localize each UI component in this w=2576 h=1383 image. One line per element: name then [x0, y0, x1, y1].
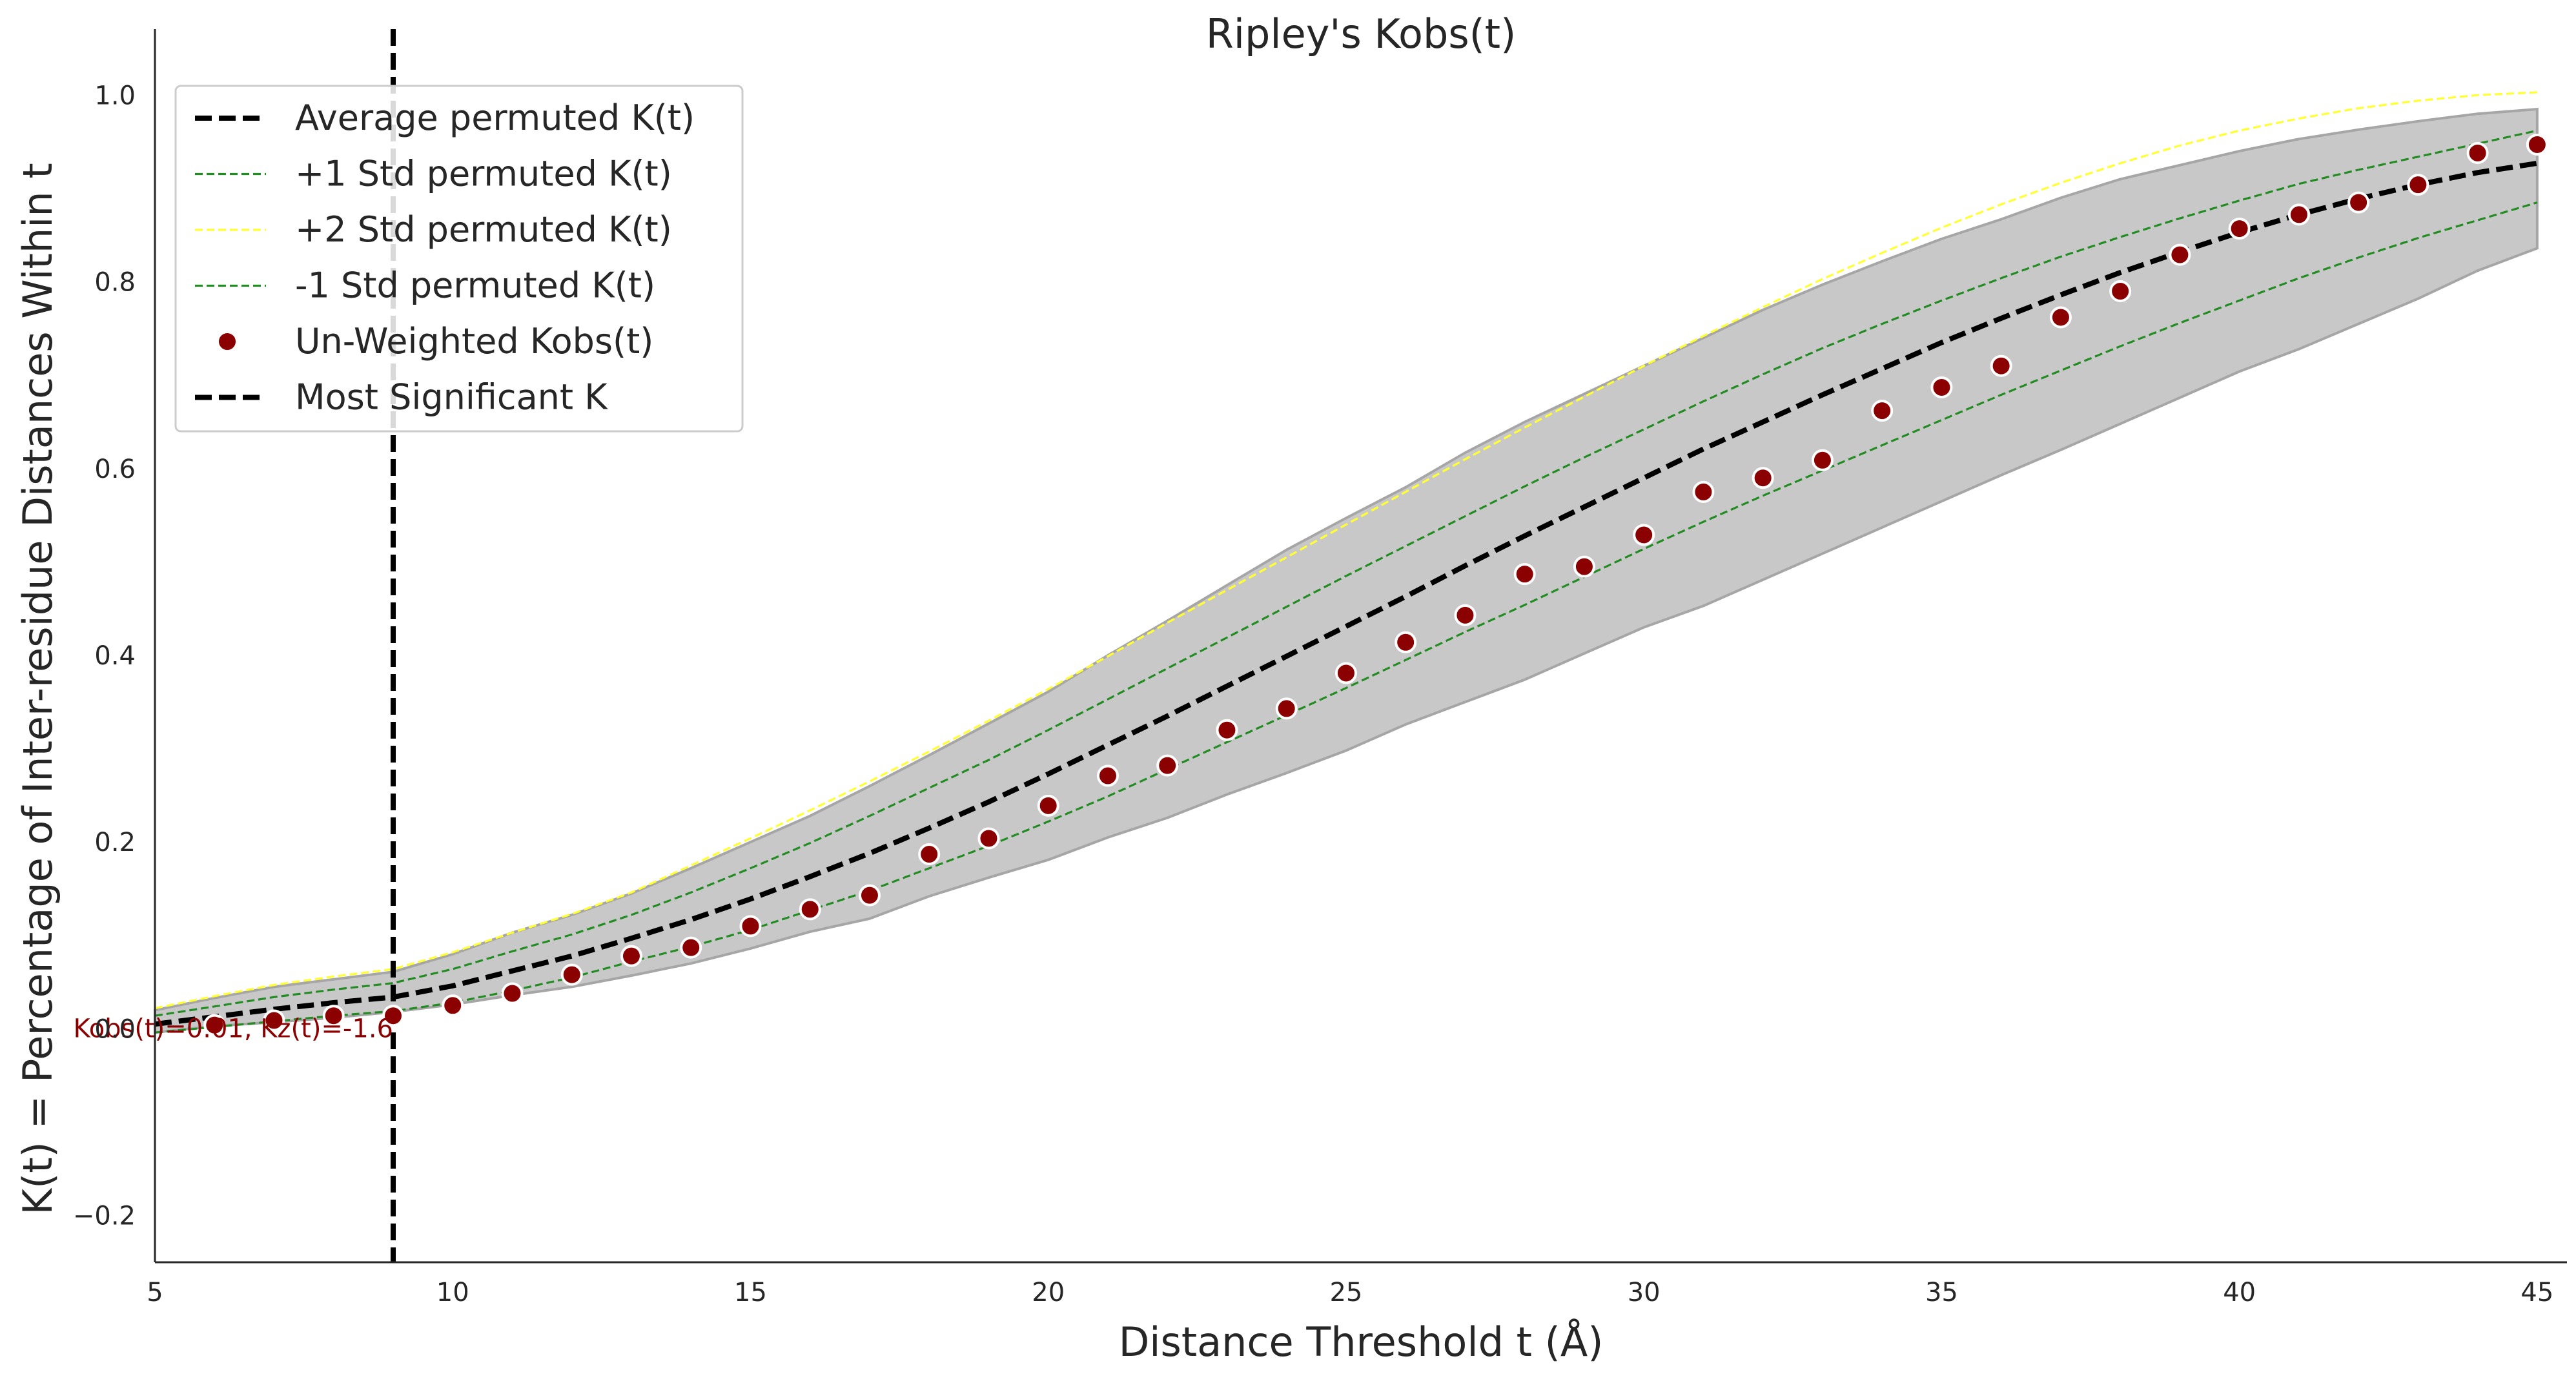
- data-point: [442, 994, 464, 1017]
- y-tick-label: 0.8: [94, 268, 136, 298]
- x-tick-label: 40: [2223, 1278, 2256, 1307]
- x-tick-label: 30: [1628, 1278, 1661, 1307]
- kobs-annotation: Kobs(t)=0.01, Kz(t)=-1.6: [73, 1014, 393, 1043]
- series-line-0: [154, 160, 2538, 1027]
- data-point: [799, 898, 821, 921]
- data-point: [2466, 141, 2489, 164]
- data-point: [2287, 203, 2310, 226]
- legend-label: +2 Std permuted K(t): [295, 209, 672, 250]
- data-point: [382, 1005, 404, 1027]
- plot-area: Kobs(t)=0.01, Kz(t)=-1.6 5 10 15 20 25 30 35 40 4…: [73, 29, 2567, 1307]
- x-tick-label: 10: [436, 1278, 469, 1307]
- data-point: [1096, 764, 1119, 787]
- legend-label: -1 Std permuted K(t): [295, 265, 655, 306]
- y-axis-label: K(t) = Percentage of Inter-residue Dista…: [14, 163, 61, 1214]
- data-point: [1454, 604, 1477, 626]
- data-point: [1275, 697, 1298, 720]
- data-point: [2228, 218, 2251, 240]
- series-line-2: [154, 91, 2537, 1010]
- series-line-3: [154, 201, 2538, 1034]
- data-point: [1156, 754, 1179, 777]
- legend-label: Average permuted K(t): [295, 97, 695, 138]
- chart-title: Ripley's Kobs(t): [1206, 10, 1517, 57]
- legend-label: +1 Std permuted K(t): [295, 154, 672, 194]
- y-tick-label: 0.6: [94, 455, 136, 484]
- data-point: [1990, 354, 2012, 377]
- data-point: [620, 945, 642, 967]
- data-point: [2169, 243, 2191, 266]
- y-tick-label: 0.4: [94, 641, 136, 671]
- data-point: [263, 1009, 285, 1032]
- data-point: [680, 936, 702, 959]
- data-point: [1752, 467, 1774, 489]
- data-point: [1692, 480, 1715, 503]
- data-point: [2109, 280, 2132, 302]
- data-point: [2526, 133, 2548, 156]
- x-tick-label: 15: [734, 1278, 767, 1307]
- data-point: [1513, 563, 1536, 586]
- data-point: [2347, 191, 2370, 214]
- y-tick-label: 1.0: [94, 81, 136, 110]
- data-point: [560, 963, 583, 986]
- data-point: [203, 1014, 226, 1036]
- legend-swatch: [216, 331, 238, 353]
- data-point: [1216, 719, 1238, 741]
- data-point: [501, 982, 524, 1005]
- legend-box: [174, 85, 744, 433]
- x-tick-label: 5: [147, 1278, 163, 1307]
- x-tick-label: 35: [1925, 1278, 1958, 1307]
- y-tick-label: 0.0: [94, 1014, 136, 1044]
- data-point: [739, 915, 762, 937]
- data-point: [1573, 555, 1595, 578]
- legend-label: Most Significant K: [295, 377, 608, 418]
- data-point: [1395, 631, 1417, 653]
- x-tick-label: 45: [2520, 1278, 2553, 1307]
- data-point: [322, 1005, 345, 1027]
- data-point: [1037, 794, 1059, 817]
- y-tick-label: 0.2: [94, 828, 136, 857]
- data-point: [2407, 174, 2429, 196]
- data-point: [1930, 376, 1953, 398]
- x-tick-label: 25: [1329, 1278, 1362, 1307]
- series-line-1: [154, 129, 2538, 1017]
- data-point: [1334, 662, 1357, 684]
- data-point: [858, 884, 881, 907]
- y-tick-label: −0.2: [73, 1202, 136, 1231]
- data-point: [2049, 306, 2072, 329]
- legend-label: Un-Weighted Kobs(t): [295, 321, 653, 362]
- x-tick-label: 20: [1032, 1278, 1065, 1307]
- data-point: [1633, 524, 1655, 546]
- x-axis-label: Distance Threshold t (Å): [1119, 1318, 1604, 1366]
- data-point: [918, 843, 941, 866]
- data-point: [1871, 400, 1894, 422]
- data-point: [1811, 449, 1834, 471]
- data-point: [977, 827, 1000, 850]
